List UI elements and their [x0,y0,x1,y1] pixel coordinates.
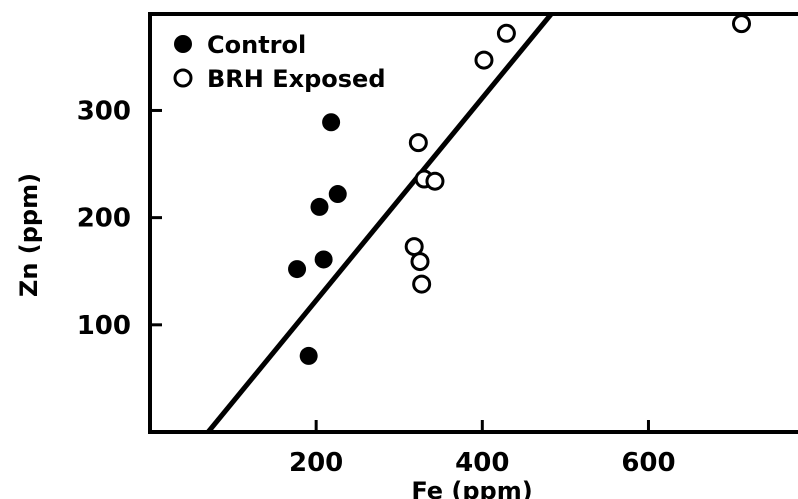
brh-exposed-point-8 [412,274,432,294]
y-tick-label-100: 100 [77,311,131,341]
regression-line [206,12,554,434]
legend-marker-control [174,35,192,53]
x-ticks: 200 400 600 [289,420,676,478]
y-tick-label-200: 200 [77,204,131,234]
brh-exposed-point-3 [408,133,428,153]
legend-marker-brh-exposed [173,68,193,88]
brh-exposed-point-7 [410,252,430,272]
control-point-4 [314,250,333,269]
brh-exposed-point-2 [474,50,494,70]
y-axis-title: Zn (ppm) [15,173,43,297]
control-point-2 [328,185,347,204]
points-group [288,14,752,365]
legend-label-control: Control [207,31,306,59]
control-point-0 [322,113,341,132]
control-point-5 [299,346,318,365]
control-point-3 [288,260,307,279]
x-tick-label-600: 600 [621,448,675,478]
legend: Control BRH Exposed [173,31,386,93]
brh-exposed-point-5 [425,171,445,191]
brh-exposed-point-1 [496,23,516,43]
plot-frame [148,12,798,434]
x-tick-label-200: 200 [289,448,343,478]
x-tick-label-400: 400 [455,448,509,478]
legend-label-brh-exposed: BRH Exposed [207,65,386,93]
y-ticks: 100 200 300 [77,96,162,341]
y-tick-label-300: 300 [77,96,131,126]
brh-exposed-point-0 [732,14,752,34]
x-axis-title: Fe (ppm) [411,477,532,499]
fit-line-group [206,12,554,434]
control-point-1 [310,197,329,216]
